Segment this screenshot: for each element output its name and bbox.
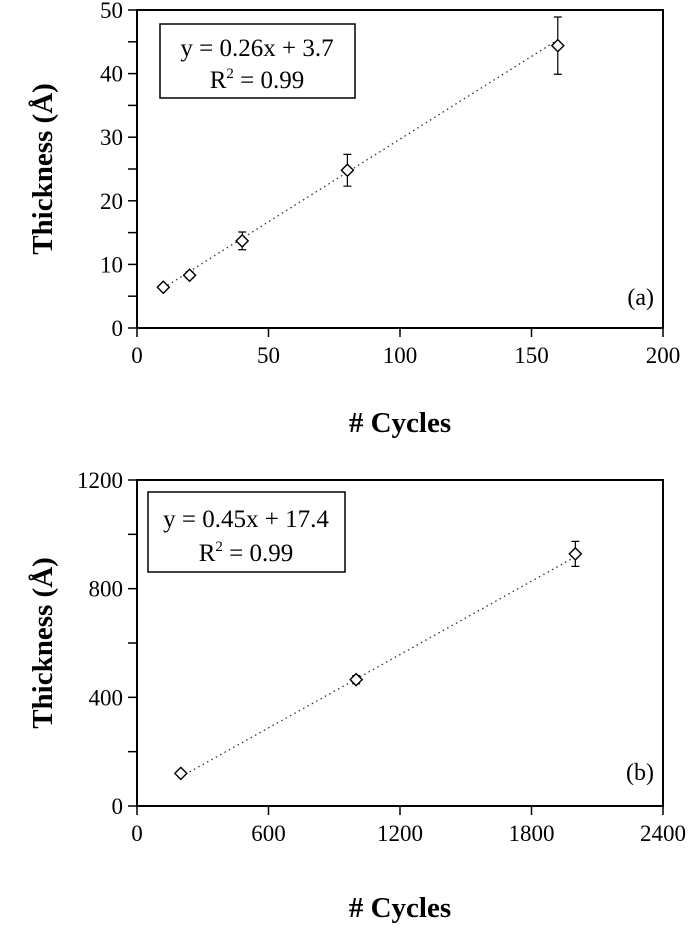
y-tick-label-b: 800 bbox=[89, 577, 124, 602]
fit-equation-a: y = 0.26x + 3.7 bbox=[180, 35, 333, 62]
r-squared-a: R2 = 0.99 bbox=[210, 66, 305, 94]
y-tick-label-a: 30 bbox=[100, 125, 123, 150]
y-tick-label-b: 0 bbox=[112, 794, 124, 819]
data-point-a bbox=[550, 38, 565, 53]
data-point-b bbox=[568, 546, 583, 561]
y-axis-title-b: Thickness (Å) bbox=[27, 557, 59, 729]
data-point-a bbox=[340, 163, 355, 178]
x-axis-title-b: # Cycles bbox=[349, 892, 451, 924]
data-point-b bbox=[173, 766, 188, 781]
y-tick-label-a: 10 bbox=[100, 252, 123, 277]
r-squared-b: R2 = 0.99 bbox=[199, 539, 294, 567]
x-tick-label-a: 50 bbox=[257, 343, 280, 368]
x-tick-label-b: 1200 bbox=[377, 821, 423, 846]
y-tick-label-a: 50 bbox=[100, 0, 123, 23]
y-tick-label-b: 1200 bbox=[77, 468, 123, 493]
data-point-a bbox=[235, 233, 250, 248]
y-tick-label-a: 40 bbox=[100, 62, 123, 87]
y-tick-label-b: 400 bbox=[89, 685, 124, 710]
y-axis-title-a: Thickness (Å) bbox=[27, 83, 59, 255]
chart-a: 0 10 20 30 40 50 0 50 100 150 200 Thickness (Å) # … bbox=[27, 0, 680, 439]
plot-area-b: 0 400 800 1200 0 600 1200 1800 2400 bbox=[77, 468, 686, 846]
data-point-b bbox=[349, 672, 364, 687]
trendline-b bbox=[180, 556, 576, 778]
y-tick-label-a: 20 bbox=[100, 189, 123, 214]
chart-b: 0 400 800 1200 0 600 1200 1800 2400 Thickness (Å… bbox=[27, 468, 686, 924]
data-point-a bbox=[156, 280, 171, 295]
x-tick-label-b: 1800 bbox=[509, 821, 555, 846]
x-tick-label-b: 600 bbox=[251, 821, 286, 846]
equation-box-b: y = 0.45x + 17.4 R2 = 0.99 bbox=[147, 491, 346, 573]
equation-box-a: y = 0.26x + 3.7 R2 = 0.99 bbox=[159, 23, 356, 99]
panel-label-b: (b) bbox=[626, 760, 654, 786]
x-tick-label-a: 0 bbox=[131, 343, 143, 368]
x-tick-label-a: 200 bbox=[646, 343, 681, 368]
plot-area-a: 0 10 20 30 40 50 0 50 100 150 200 bbox=[100, 0, 680, 368]
y-tick-label-a: 0 bbox=[112, 316, 124, 341]
panel-label-a: (a) bbox=[627, 285, 654, 311]
x-axis-title-a: # Cycles bbox=[349, 407, 451, 439]
x-tick-label-b: 0 bbox=[131, 821, 143, 846]
x-tick-label-a: 150 bbox=[514, 343, 549, 368]
x-tick-label-a: 100 bbox=[383, 343, 418, 368]
x-tick-label-b: 2400 bbox=[640, 821, 686, 846]
data-point-a bbox=[182, 268, 197, 283]
fit-equation-b: y = 0.45x + 17.4 bbox=[163, 506, 329, 533]
